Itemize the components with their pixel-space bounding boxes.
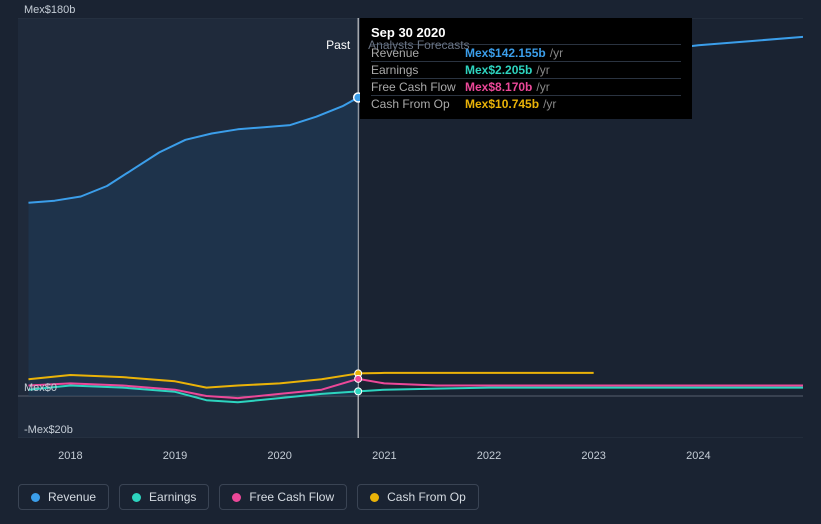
y-tick-label: Mex$180b <box>24 4 75 16</box>
tooltip-metric-value: Mex$2.205b <box>465 63 532 77</box>
legend-item-earnings[interactable]: Earnings <box>119 484 209 510</box>
x-tick-label: 2022 <box>477 450 501 462</box>
tooltip-row: Cash From OpMex$10.745b /yr <box>371 95 681 112</box>
tooltip-unit: /yr <box>536 63 549 77</box>
x-tick-label: 2024 <box>686 450 710 462</box>
financial-forecast-chart: Sep 30 2020 RevenueMex$142.155b /yrEarni… <box>0 0 821 524</box>
tooltip-metric-label: Earnings <box>371 63 465 77</box>
legend-item-fcf[interactable]: Free Cash Flow <box>219 484 347 510</box>
tooltip-unit: /yr <box>550 46 563 60</box>
legend-label: Free Cash Flow <box>249 490 334 504</box>
tooltip-metric-value: Mex$142.155b <box>465 46 546 60</box>
tooltip-metric-label: Free Cash Flow <box>371 80 465 94</box>
chart-tooltip: Sep 30 2020 RevenueMex$142.155b /yrEarni… <box>360 18 692 119</box>
legend-dot-icon <box>370 493 379 502</box>
tooltip-metric-value: Mex$8.170b <box>465 80 532 94</box>
legend-label: Earnings <box>149 490 196 504</box>
x-tick-label: 2023 <box>581 450 605 462</box>
legend-item-cfo[interactable]: Cash From Op <box>357 484 479 510</box>
x-tick-label: 2021 <box>372 450 396 462</box>
y-tick-label: -Mex$20b <box>24 424 73 436</box>
tooltip-unit: /yr <box>543 97 556 111</box>
legend-dot-icon <box>132 493 141 502</box>
legend-dot-icon <box>232 493 241 502</box>
legend-item-revenue[interactable]: Revenue <box>18 484 109 510</box>
tooltip-metric-value: Mex$10.745b <box>465 97 539 111</box>
x-tick-label: 2020 <box>267 450 291 462</box>
y-tick-label: Mex$0 <box>24 382 57 394</box>
tooltip-row: Free Cash FlowMex$8.170b /yr <box>371 78 681 95</box>
chart-legend: Revenue Earnings Free Cash Flow Cash From O… <box>18 484 479 510</box>
past-label: Past <box>326 38 350 52</box>
x-tick-label: 2019 <box>163 450 187 462</box>
tooltip-row: EarningsMex$2.205b /yr <box>371 61 681 78</box>
forecast-label: Analysts Forecasts <box>368 38 469 52</box>
tooltip-rows: RevenueMex$142.155b /yrEarningsMex$2.205… <box>371 44 681 112</box>
x-tick-label: 2018 <box>58 450 82 462</box>
legend-label: Revenue <box>48 490 96 504</box>
tooltip-metric-label: Cash From Op <box>371 97 465 111</box>
legend-label: Cash From Op <box>387 490 466 504</box>
tooltip-unit: /yr <box>536 80 549 94</box>
legend-dot-icon <box>31 493 40 502</box>
